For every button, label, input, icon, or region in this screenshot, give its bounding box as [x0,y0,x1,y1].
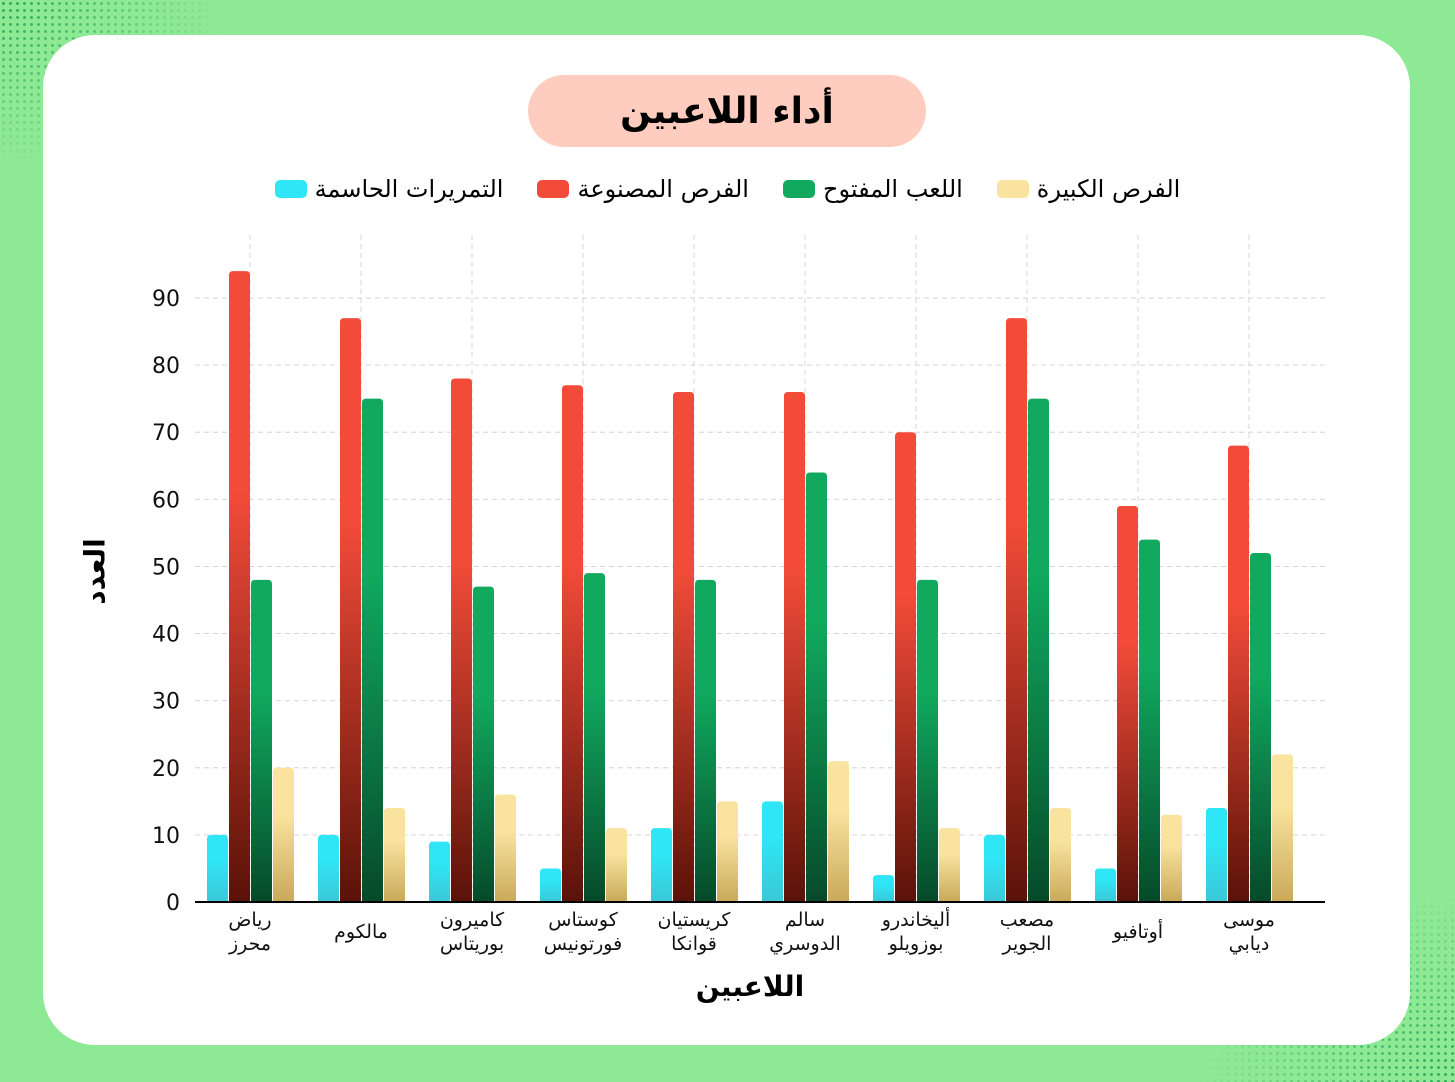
y-axis-title: العدد [78,538,112,605]
legend-swatch [274,180,307,198]
bar [1139,539,1160,902]
legend: الفرص الكبيرة اللعب المفتوح الفرص المصنوعة… [230,175,1225,203]
bar [1228,445,1249,902]
bar [806,472,827,902]
x-tick-label: سالم الدوسري [769,909,841,955]
y-tick-label: 0 [166,891,180,916]
bar [1028,398,1049,902]
bar [873,875,894,902]
bar [1050,808,1071,902]
bar [1161,814,1182,902]
bar [651,828,672,902]
legend-swatch [782,180,815,198]
legend-item: الفرص الكبيرة [996,175,1181,203]
bar [340,318,361,903]
bar [695,579,716,902]
bar [273,767,294,902]
y-tick-label: 70 [152,421,180,446]
bar [1250,553,1271,902]
bar [984,834,1005,902]
bar [606,828,627,902]
x-tick-label: مصعب الجوير [1000,909,1054,955]
bar [473,586,494,902]
legend-swatch [537,180,570,198]
bar [917,579,938,902]
bar [1117,506,1138,902]
bar [207,834,228,902]
bar [939,828,960,902]
bar [828,761,849,902]
y-tick-label: 40 [152,623,180,648]
legend-item: التمريرات الحاسمة [274,175,504,203]
x-tick-label: مالكوم [334,921,388,943]
x-tick-label: كريستيان قوانكا [658,909,732,955]
bar [540,868,561,902]
bar [362,398,383,902]
bar [1095,868,1116,902]
x-tick-label: أوتافيو [1112,919,1163,943]
legend-item: الفرص المصنوعة [537,175,749,203]
bar [251,579,272,902]
y-tick-label: 20 [152,757,180,782]
bar [451,378,472,902]
y-tick-label: 50 [152,555,180,580]
bar [1206,808,1227,902]
bar [895,432,916,902]
y-tick-label: 90 [152,287,180,312]
y-tick-label: 60 [152,488,180,513]
x-tick-label: كوستاس فورتونيس [544,909,622,955]
bar [384,808,405,902]
chart-title: أداء اللاعبين [528,75,926,147]
bar [784,391,805,902]
bar [717,801,738,902]
bar [429,841,450,902]
bar [495,794,516,902]
x-tick-label: رياض محرز [228,909,272,955]
x-tick-label: كاميرون بوريتاس [440,909,505,955]
bar [673,391,694,902]
bar [1006,318,1027,903]
bar [1272,754,1293,902]
legend-label: التمريرات الحاسمة [314,175,504,203]
legend-swatch [996,180,1029,198]
legend-label: الفرص الكبيرة [1036,175,1181,203]
bar [762,801,783,902]
x-tick-label: أليخاندرو بوزويلو [881,907,950,955]
y-tick-label: 80 [152,354,180,379]
x-axis-title: اللاعبين [695,970,805,1003]
legend-item: اللعب المفتوح [782,175,963,203]
y-tick-label: 30 [152,690,180,715]
bar [562,385,583,902]
y-tick-label: 10 [152,824,180,849]
bar [318,834,339,902]
x-tick-label: موسى ديابي [1223,909,1275,955]
legend-label: اللعب المفتوح [822,175,963,203]
legend-label: الفرص المصنوعة [577,175,749,203]
bar [229,271,250,903]
bar [584,573,605,902]
